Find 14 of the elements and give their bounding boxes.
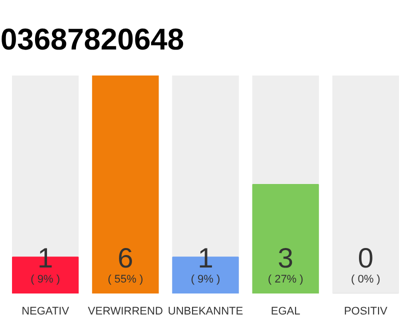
annotation: ( 9% ) <box>190 274 220 286</box>
data-label: 3 <box>278 242 294 274</box>
chart-title: 03687820648 <box>0 24 184 56</box>
annotation: ( 55% ) <box>108 274 144 286</box>
x-tick-label: POSITIV <box>344 306 388 318</box>
x-tick-label: UNBEKANNTE <box>168 306 244 318</box>
data-label: 6 <box>118 242 134 274</box>
x-tick-label: EGAL <box>270 306 300 318</box>
annotation: ( 9% ) <box>30 274 60 286</box>
annotation: ( 0% ) <box>350 274 380 286</box>
x-tick-label: VERWIRREND <box>88 306 163 318</box>
annotation: ( 27% ) <box>268 274 304 286</box>
x-tick-label: NEGATIV <box>22 306 70 318</box>
data-label: 0 <box>358 242 374 274</box>
